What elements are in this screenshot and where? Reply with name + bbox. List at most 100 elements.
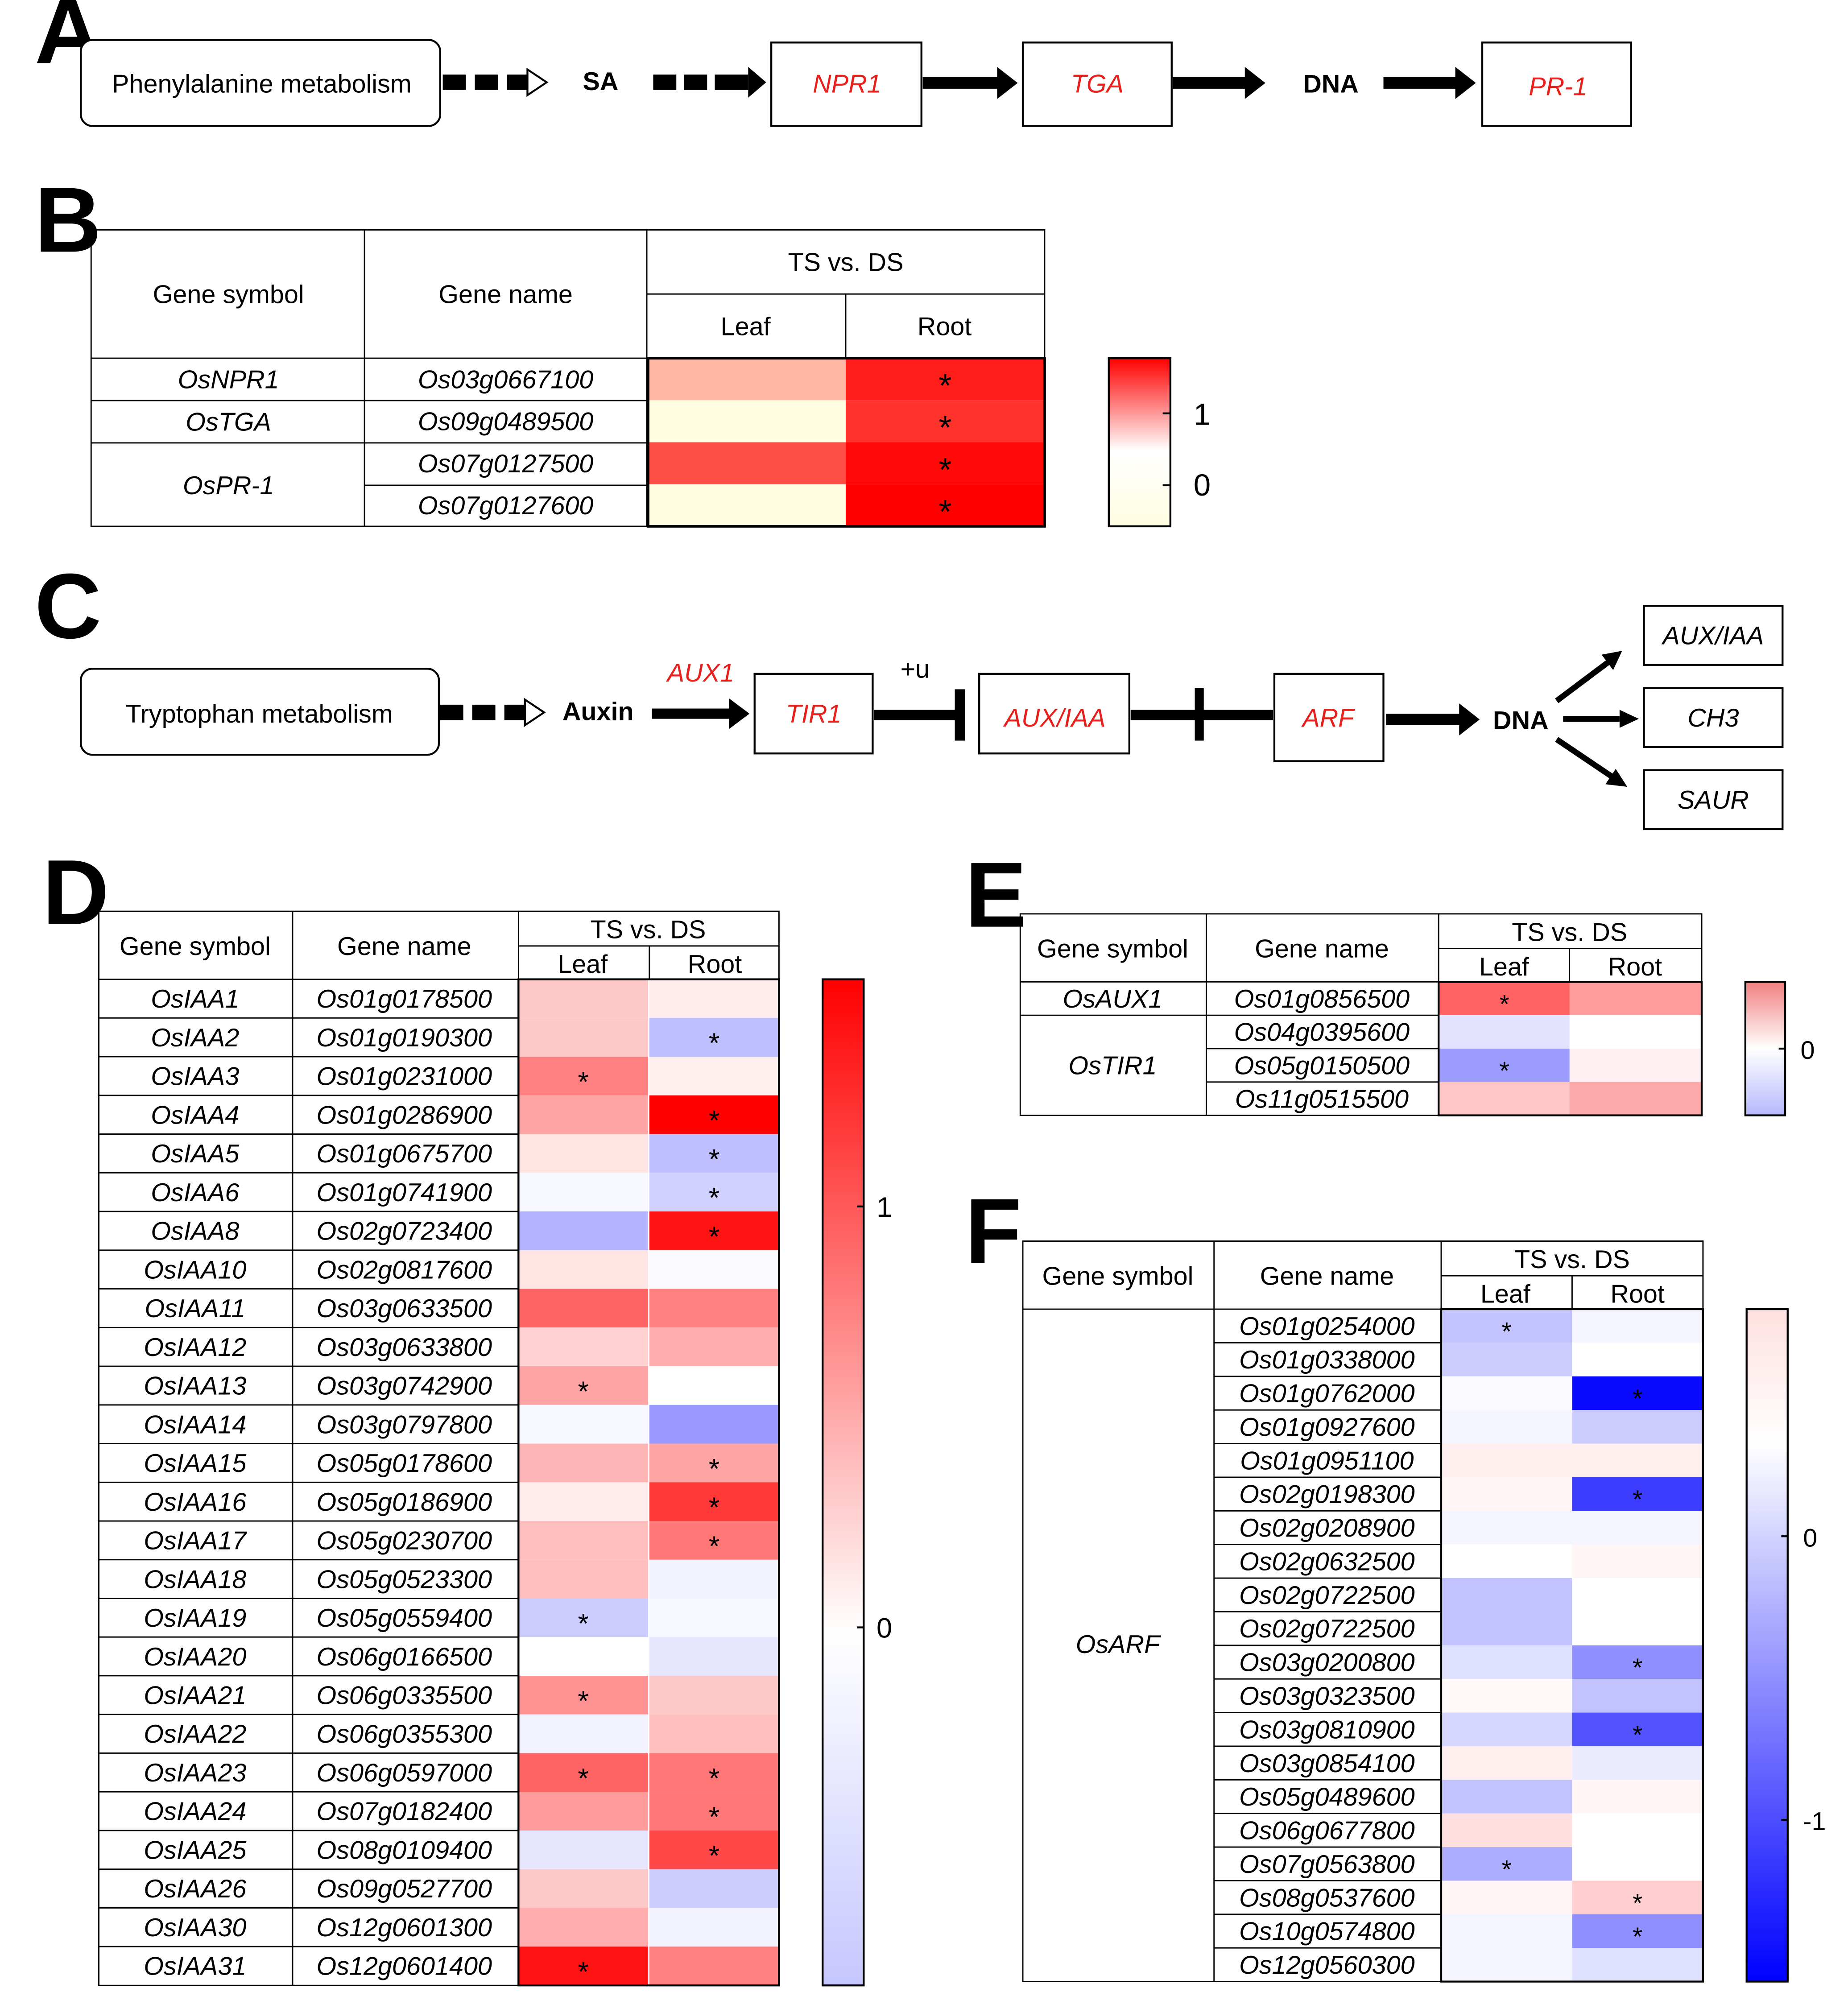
gene-name: Os06g0677800 — [1239, 1817, 1414, 1845]
heat-cell-leaf — [518, 1366, 648, 1405]
heat-cell-root — [649, 1405, 779, 1444]
significance-marker: * — [938, 451, 951, 488]
heat-cell-leaf — [1441, 1410, 1572, 1444]
gene-name: Os01g0762000 — [1239, 1380, 1414, 1408]
significance-marker: * — [1633, 1384, 1642, 1413]
gene-symbol: OsNPR1 — [178, 366, 279, 394]
gene-symbol: OsIAA1 — [151, 985, 239, 1013]
heat-cell-leaf — [1441, 1578, 1572, 1612]
legend-f: 0 -1 — [1745, 1308, 1826, 1983]
heat-cell-leaf — [648, 442, 847, 484]
node-target-ch3 — [1643, 687, 1784, 748]
gene-name: Os06g0335500 — [317, 1682, 492, 1710]
heat-cell-root — [1572, 1612, 1703, 1645]
heat-cell-leaf — [518, 1714, 648, 1753]
significance-marker: * — [709, 1763, 720, 1794]
heat-cell-leaf — [648, 358, 847, 401]
gene-name: Os02g0208900 — [1239, 1514, 1414, 1542]
table-e-header-symbol: Gene symbol — [1037, 935, 1188, 963]
panel-label-f: F — [965, 1179, 1022, 1282]
table-b-body: Os03g0667100 * Os09g0489500 * Os07g0127500 * O… — [178, 358, 1045, 530]
gene-name: Os02g0817600 — [317, 1256, 492, 1284]
gene-name: Os12g0601300 — [317, 1913, 492, 1942]
gene-name: Os02g0198300 — [1239, 1480, 1414, 1509]
gene-name: Os01g0286900 — [317, 1101, 492, 1129]
heat-cell-leaf — [1441, 1679, 1572, 1713]
heat-cell-root — [649, 1869, 779, 1908]
gene-name: Os05g0523300 — [317, 1565, 492, 1594]
gene-symbol: OsIAA20 — [144, 1643, 246, 1671]
heat-cell-leaf — [518, 1753, 648, 1792]
legend-b-tick-1: 1 — [1194, 397, 1211, 432]
heat-cell-leaf — [518, 1482, 648, 1521]
heat-cell-root — [1572, 1746, 1703, 1780]
gene-name: Os10g0574800 — [1239, 1918, 1414, 1946]
node-aux1: AUX1 — [666, 659, 734, 687]
heat-cell-leaf — [1441, 1712, 1572, 1746]
node-arf-label: ARF — [1301, 704, 1355, 732]
panel-label-c: C — [35, 554, 102, 657]
heat-cell-root — [649, 1134, 779, 1173]
gene-symbol: OsAUX1 — [1063, 985, 1163, 1013]
gene-name: Os09g0489500 — [418, 408, 593, 436]
heat-cell-root — [1572, 1544, 1703, 1579]
heat-cell-leaf — [518, 1675, 648, 1715]
heat-cell-leaf — [518, 1947, 648, 1985]
heat-cell-leaf — [1441, 1309, 1572, 1343]
gene-symbol: OsIAA13 — [144, 1372, 246, 1401]
heat-cell-root — [649, 1482, 779, 1521]
legend-f-tick-neg1: -1 — [1803, 1807, 1826, 1836]
gene-symbol: OsIAA31 — [144, 1952, 246, 1981]
legend-b-tick-0: 0 — [1194, 467, 1211, 502]
heat-cell-root — [649, 1095, 779, 1134]
heat-cell-root — [1572, 1880, 1703, 1914]
heat-cell-root — [649, 1289, 779, 1328]
gene-name: Os08g0109400 — [317, 1836, 492, 1864]
gene-symbol: OsIAA8 — [151, 1217, 239, 1246]
gene-name: Os03g0810900 — [1239, 1715, 1414, 1744]
node-target-auxiaa-label: AUX/IAA — [1661, 622, 1764, 650]
node-target-saur-label: SAUR — [1678, 786, 1749, 814]
heat-cell-root — [1572, 1578, 1703, 1612]
gene-symbol: OsIAA11 — [145, 1294, 245, 1323]
node-pr1-label: PR-1 — [1529, 72, 1587, 101]
gene-name: Os01g0178500 — [317, 985, 492, 1013]
heat-cell-leaf — [518, 1521, 648, 1560]
heat-cell-root — [1572, 1410, 1703, 1444]
heat-cell-root — [1572, 1712, 1703, 1746]
node-tga-label: TGA — [1071, 70, 1124, 99]
significance-marker: * — [709, 1453, 720, 1484]
table-d-header-symbol: Gene symbol — [120, 932, 271, 961]
heat-cell-root — [649, 1947, 779, 1985]
dashed-arrow-to-auxin — [440, 698, 546, 727]
panel-label-b: B — [35, 168, 102, 271]
significance-marker: * — [578, 1608, 589, 1639]
heat-cell-leaf — [518, 1095, 648, 1134]
gene-name: Os01g0856500 — [1234, 985, 1410, 1013]
gene-name: Os01g0190300 — [317, 1024, 492, 1052]
heat-cell-leaf — [518, 1018, 648, 1057]
table-b-header-leaf: Leaf — [721, 312, 771, 341]
gene-symbol: OsIAA3 — [151, 1062, 239, 1091]
gene-name: Os11g0515500 — [1235, 1085, 1409, 1113]
gene-name: Os03g0742900 — [317, 1372, 492, 1401]
table-e-header-leaf: Leaf — [1479, 953, 1530, 981]
panel-label-d: D — [42, 840, 109, 944]
heat-cell-root — [1572, 1376, 1703, 1410]
significance-marker: * — [709, 1144, 720, 1175]
gene-symbol: OsIAA22 — [144, 1720, 246, 1748]
table-d-header-name: Gene name — [337, 932, 471, 961]
gene-name: Os07g0182400 — [317, 1798, 492, 1826]
heat-cell-root — [1572, 1813, 1703, 1847]
heat-cell-leaf — [518, 979, 648, 1018]
gene-name: Os02g0722500 — [1239, 1581, 1414, 1610]
gene-name: Os05g0559400 — [317, 1604, 492, 1632]
significance-marker: * — [1633, 1889, 1642, 1918]
node-arf — [1273, 673, 1385, 762]
heat-cell-root — [1569, 1048, 1701, 1082]
heat-cell-leaf — [518, 1559, 648, 1599]
heat-cell-leaf — [648, 400, 847, 442]
significance-marker: * — [709, 1840, 720, 1872]
heat-cell-leaf — [1439, 1082, 1571, 1116]
table-b-frame — [90, 229, 1046, 527]
